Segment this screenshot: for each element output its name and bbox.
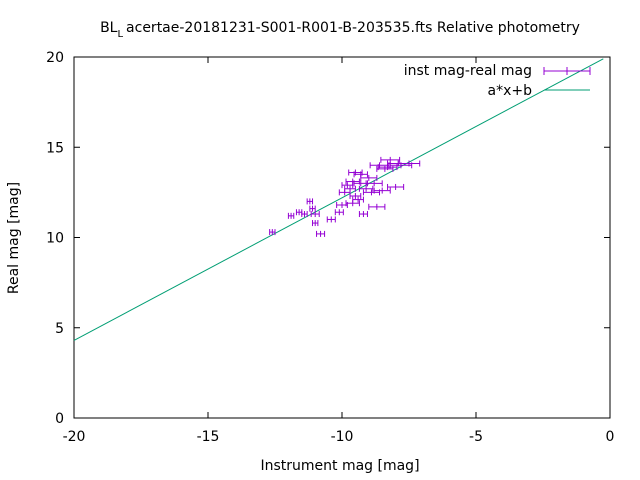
y-tick-label: 15: [46, 140, 64, 156]
data-point: [312, 220, 319, 227]
legend-label-fit: a*x+b: [488, 83, 533, 99]
plot-area-border: [73, 56, 611, 419]
y-tick-label: 20: [46, 50, 64, 66]
data-point: [353, 180, 368, 187]
data-point: [358, 211, 368, 218]
data-point: [362, 189, 381, 196]
data-point: [352, 196, 364, 203]
data-point: [358, 185, 374, 192]
fit-line-layer: [73, 58, 604, 341]
data-point: [368, 203, 386, 210]
data-point: [373, 187, 391, 194]
data-point: [360, 174, 378, 181]
legend-label-errorbars: inst mag-real mag: [404, 63, 532, 79]
data-point: [309, 205, 316, 212]
data-point: [349, 192, 362, 199]
data-point: [334, 209, 344, 216]
data-point: [387, 183, 405, 190]
data-point: [316, 230, 326, 237]
y-tick-label: 0: [55, 411, 64, 427]
data-point: [269, 229, 276, 236]
x-axis-label: Instrument mag [mag]: [260, 458, 419, 474]
y-axis-label: Real mag [mag]: [6, 182, 22, 294]
chart-title-rest: acertae-20181231-S001-R001-B-203535.fts …: [126, 20, 580, 36]
y-tick-label: 5: [55, 321, 64, 337]
data-point: [295, 209, 303, 216]
chart-title: BLL acertae-20181231-S001-R001-B-203535.f…: [100, 20, 580, 40]
data-point: [380, 156, 401, 163]
data-point: [310, 211, 320, 218]
data-point: [344, 185, 356, 192]
x-tick-label: -15: [197, 429, 220, 445]
x-axis: -20 -15 -10 -5 0: [63, 57, 615, 445]
data-point: [341, 182, 354, 189]
data-point: [397, 160, 421, 167]
data-points-layer: [269, 156, 421, 237]
y-tick-label: 10: [46, 231, 64, 247]
data-point: [353, 171, 368, 178]
data-point: [287, 212, 295, 219]
x-tick-label: -10: [331, 429, 354, 445]
chart-title-main: BL: [100, 20, 118, 36]
x-tick-label: -20: [63, 429, 86, 445]
y-axis: 0 5 10 15 20: [46, 50, 610, 427]
x-tick-label: 0: [606, 429, 615, 445]
data-point: [326, 216, 336, 223]
fit-line: [73, 58, 604, 341]
x-tick-label: -5: [469, 429, 483, 445]
data-point: [306, 198, 314, 205]
data-point: [301, 211, 308, 218]
data-point: [365, 180, 383, 187]
chart-title-subscript: L: [117, 29, 123, 40]
legend: inst mag-real mag a*x+b: [404, 63, 591, 99]
legend-errorbar-symbol: [543, 67, 591, 75]
